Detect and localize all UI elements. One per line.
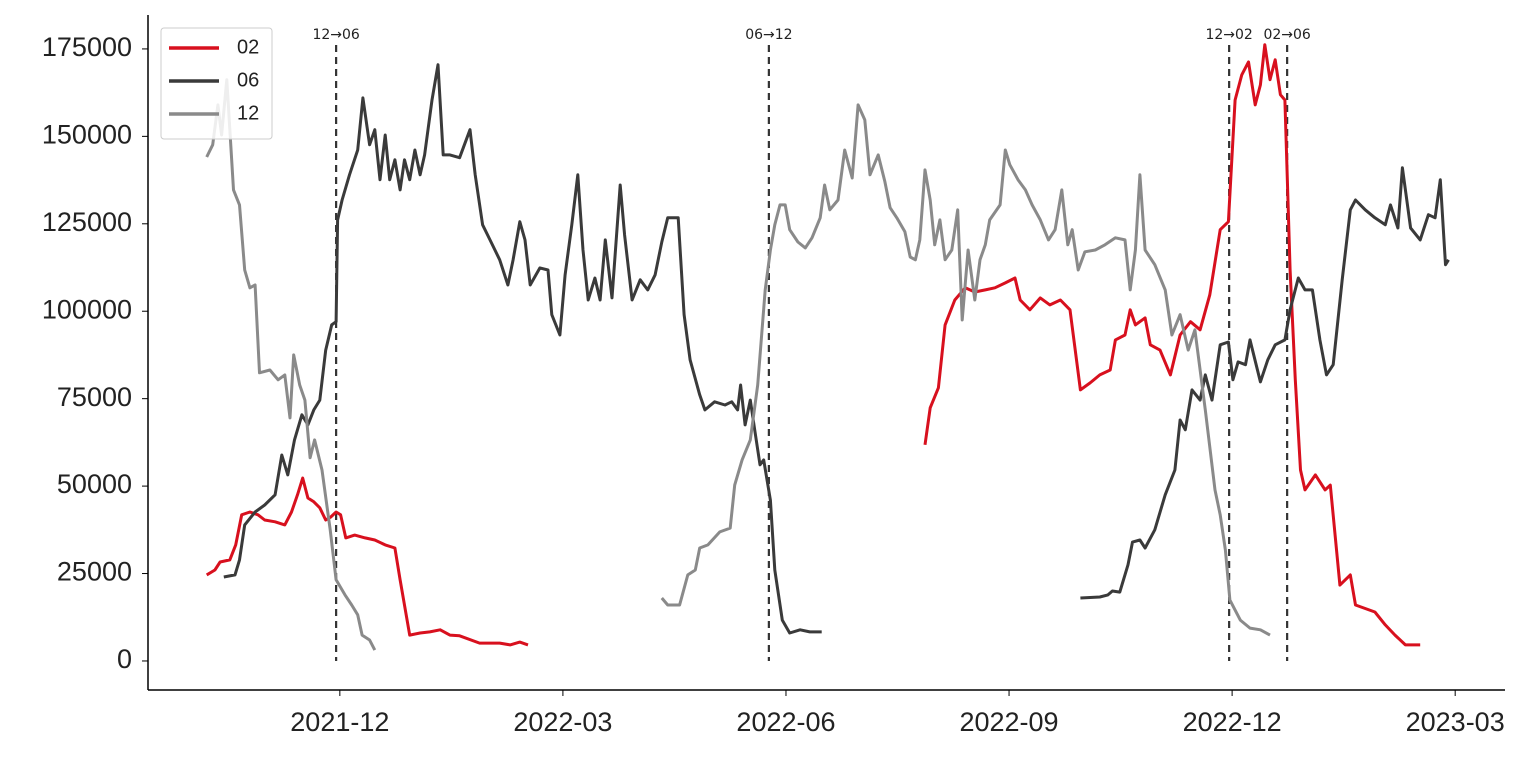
y-tick-label: 50000: [57, 469, 132, 499]
series-line: [205, 43, 1421, 647]
series-line: [223, 63, 1450, 635]
x-tick-label: 2022-09: [959, 707, 1058, 737]
y-tick-label: 25000: [57, 557, 132, 587]
vline-label: 06→12: [745, 27, 792, 43]
y-tick-label: 75000: [57, 382, 132, 412]
x-tick-label: 2022-03: [513, 707, 612, 737]
x-tick-label: 2021-12: [290, 707, 389, 737]
y-tick-label: 0: [117, 644, 132, 674]
x-tick-label: 2022-12: [1183, 707, 1282, 737]
legend-label: 12: [237, 102, 259, 124]
y-tick-label: 175000: [42, 32, 132, 62]
vline-label: 02→06: [1263, 27, 1310, 43]
x-tick-label: 2023-03: [1406, 707, 1505, 737]
x-tick-label: 2022-06: [736, 707, 835, 737]
vline-label: 12→06: [312, 27, 359, 43]
legend-box: [160, 27, 273, 140]
vline-label: 12→02: [1205, 27, 1252, 43]
legend-label: 06: [237, 69, 259, 91]
series-line: [205, 78, 1271, 651]
y-tick-label: 125000: [42, 207, 132, 237]
legend-label: 02: [237, 36, 259, 58]
y-tick-label: 150000: [42, 119, 132, 149]
y-tick-label: 100000: [42, 294, 132, 324]
